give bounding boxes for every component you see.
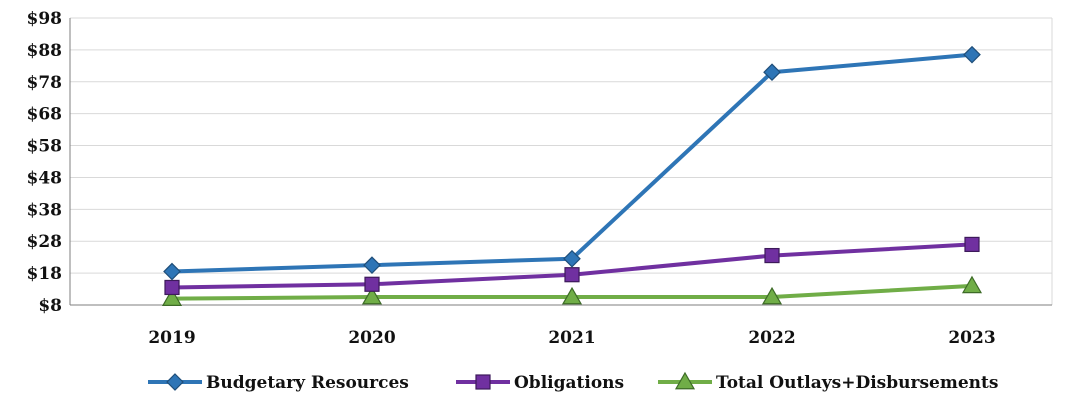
y-tick-label: $88 xyxy=(27,41,63,61)
data-point xyxy=(563,249,581,268)
y-tick-labels: $8 $18 $28 $38 $48 $58 $68 $78 $88 $98 xyxy=(27,9,63,316)
data-point xyxy=(761,286,783,305)
x-tick-label: 2022 xyxy=(748,328,795,348)
gridlines xyxy=(70,17,1052,274)
y-tick-label: $78 xyxy=(27,73,63,93)
series-line xyxy=(170,52,974,274)
legend-marker xyxy=(674,371,696,390)
data-point xyxy=(161,288,183,306)
data-point xyxy=(763,63,781,82)
data-point xyxy=(964,236,980,253)
x-tick-label: 2020 xyxy=(348,328,395,348)
legend-marker xyxy=(475,374,491,390)
data-point xyxy=(564,267,580,283)
y-tick-label: $38 xyxy=(27,200,63,220)
legend-marker xyxy=(166,373,184,391)
x-tick-label: 2021 xyxy=(548,328,595,348)
y-tick-label: $48 xyxy=(27,168,63,188)
series-budgetary-resources xyxy=(163,45,981,281)
legend-item: Total Outlays+Disbursements xyxy=(658,371,998,393)
y-tick-label: $58 xyxy=(27,137,63,157)
legend-label: Budgetary Resources xyxy=(206,373,409,393)
x-tick-label: 2019 xyxy=(148,328,195,348)
legend-item: Obligations xyxy=(456,373,624,393)
series-obligations xyxy=(164,236,980,296)
data-point xyxy=(963,45,981,64)
axes xyxy=(69,18,1053,306)
legend-label: Obligations xyxy=(514,373,624,393)
data-point xyxy=(961,275,983,294)
y-tick-label: $98 xyxy=(27,9,63,29)
y-tick-label: $68 xyxy=(27,105,63,125)
y-tick-label: $8 xyxy=(38,296,62,316)
data-point xyxy=(361,286,383,305)
series-total-outlays-disbursements xyxy=(161,275,983,306)
data-point xyxy=(561,286,583,305)
x-tick-labels: 2019 2020 2021 2022 2023 xyxy=(148,328,995,348)
y-tick-label: $18 xyxy=(27,264,63,284)
data-point xyxy=(363,256,381,274)
series-lines xyxy=(161,45,983,306)
y-tick-label: $28 xyxy=(27,232,63,252)
data-point xyxy=(364,276,380,292)
legend-label: Total Outlays+Disbursements xyxy=(716,373,998,393)
legend-item: Budgetary Resources xyxy=(148,373,409,393)
x-tick-label: 2023 xyxy=(948,328,995,348)
data-point xyxy=(764,247,780,264)
legend: Budgetary Resources Obligations Total Outl… xyxy=(148,371,998,393)
data-point xyxy=(164,279,180,296)
data-point xyxy=(163,262,181,281)
